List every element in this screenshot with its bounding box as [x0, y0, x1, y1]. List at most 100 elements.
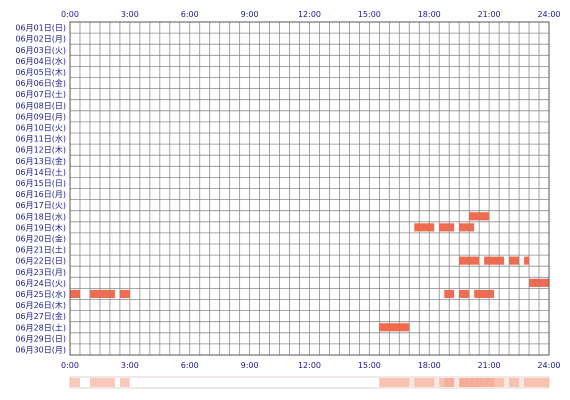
activity-bar [484, 256, 505, 265]
summary-cell [439, 378, 445, 387]
x-tick-label-bottom: 0:00 [61, 361, 79, 370]
summary-cell [394, 378, 400, 387]
day-label: 06月07日(土) [15, 89, 66, 99]
day-label: 06月17日(火) [15, 201, 66, 210]
summary-cell [419, 378, 425, 387]
day-label: 06月06日(金) [15, 78, 66, 88]
summary-cell [379, 378, 385, 387]
activity-bar [474, 289, 495, 298]
x-tick-label-top: 9:00 [241, 10, 259, 19]
day-label: 06月30日(月) [15, 345, 66, 354]
day-label: 06月04日(水) [15, 56, 66, 66]
activity-bar [439, 223, 455, 232]
summary-cell [459, 378, 465, 387]
activity-bar [70, 289, 80, 298]
summary-cell [534, 378, 540, 387]
x-tick-label-bottom: 21:00 [478, 361, 501, 370]
summary-cell [119, 378, 125, 387]
activity-bar [524, 256, 530, 265]
day-label: 06月29日(日) [15, 334, 66, 343]
day-label: 06月03日(火) [15, 46, 66, 55]
summary-cell [124, 378, 130, 387]
summary-cell [499, 378, 505, 387]
x-tick-label-top: 6:00 [181, 10, 199, 19]
summary-cell [389, 378, 395, 387]
activity-bar [119, 289, 130, 298]
x-tick-label-bottom: 18:00 [418, 361, 441, 370]
day-label: 06月09日(月) [15, 112, 66, 121]
summary-cell [449, 378, 455, 387]
day-label: 06月20日(金) [15, 233, 66, 243]
summary-cell [109, 378, 115, 387]
summary-cell [494, 378, 500, 387]
x-tick-label-top: 0:00 [61, 10, 79, 19]
summary-cell [399, 378, 405, 387]
day-label: 06月27日(金) [15, 311, 66, 321]
activity-bar [379, 323, 410, 332]
activity-bar [459, 223, 475, 232]
day-label: 06月01日(日) [15, 24, 66, 33]
x-tick-label-top: 21:00 [478, 10, 501, 19]
day-label: 06月05日(木) [15, 67, 66, 77]
summary-cell [94, 378, 100, 387]
day-label: 06月19日(木) [15, 222, 66, 232]
day-label: 06月22日(日) [15, 257, 66, 266]
summary-cell [429, 378, 435, 387]
summary-cell [104, 378, 110, 387]
x-tick-label-bottom: 3:00 [121, 361, 139, 370]
day-label: 06月12日(木) [15, 145, 66, 155]
x-tick-label-top: 3:00 [121, 10, 139, 19]
day-label: 06月10日(火) [15, 123, 66, 132]
summary-cell [70, 378, 75, 387]
day-label: 06月16日(月) [15, 190, 66, 199]
summary-cell [74, 378, 80, 387]
x-tick-label-bottom: 12:00 [298, 361, 321, 370]
summary-cell [524, 378, 530, 387]
summary-cell [489, 378, 495, 387]
day-label: 06月23日(月) [15, 268, 66, 277]
summary-cell [484, 378, 490, 387]
summary-cell [404, 378, 410, 387]
day-label: 06月14日(土) [15, 167, 66, 177]
x-tick-label-top: 24:00 [537, 10, 560, 19]
x-tick-label-top: 12:00 [298, 10, 321, 19]
summary-cell [544, 378, 549, 387]
summary-cell [479, 378, 485, 387]
activity-bar [89, 289, 115, 298]
summary-cell [99, 378, 105, 387]
x-tick-label-top: 18:00 [418, 10, 441, 19]
day-label: 06月08日(日) [15, 101, 66, 110]
day-label: 06月21日(土) [15, 245, 66, 255]
x-tick-label-bottom: 24:00 [537, 361, 560, 370]
x-tick-label-bottom: 6:00 [181, 361, 199, 370]
day-label: 06月02日(月) [15, 35, 66, 44]
summary-cell [464, 378, 470, 387]
summary-cell [89, 378, 95, 387]
day-label: 06月18日(水) [15, 211, 66, 221]
summary-cell [539, 378, 545, 387]
day-label: 06月11日(水) [15, 134, 66, 144]
day-label: 06月26日(木) [15, 300, 66, 310]
x-tick-label-bottom: 9:00 [241, 361, 259, 370]
summary-cell [384, 378, 390, 387]
activity-bar [509, 256, 520, 265]
activity-bar [459, 289, 470, 298]
x-tick-label-top: 15:00 [358, 10, 381, 19]
x-tick-label-bottom: 15:00 [358, 361, 381, 370]
day-label: 06月13日(金) [15, 156, 66, 166]
day-label: 06月25日(水) [15, 289, 66, 299]
activity-bar [414, 223, 435, 232]
summary-cell [469, 378, 475, 387]
summary-cell [509, 378, 515, 387]
summary-cell [514, 378, 520, 387]
day-label: 06月24日(火) [15, 279, 66, 288]
day-label: 06月15日(日) [15, 179, 66, 188]
summary-cell [444, 378, 450, 387]
summary-cell [424, 378, 430, 387]
plot-border [69, 21, 550, 356]
day-label: 06月28日(土) [15, 322, 66, 332]
summary-cell [414, 378, 420, 387]
summary-cell [529, 378, 535, 387]
